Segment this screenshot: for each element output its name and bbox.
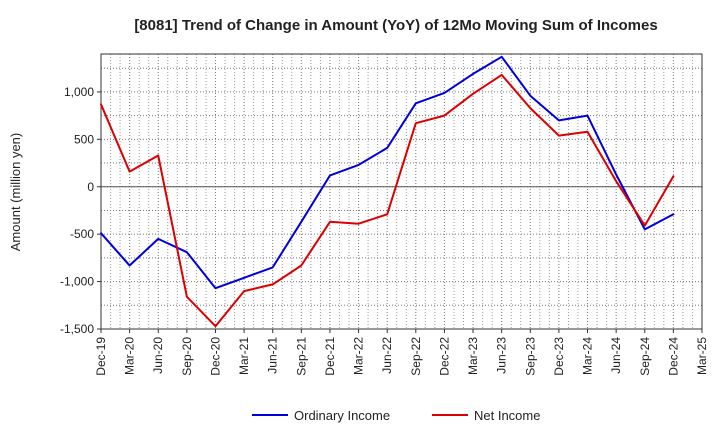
y-tick-label: 0	[87, 180, 94, 194]
x-tick-label: Dec-21	[323, 337, 337, 376]
legend: Ordinary Income Net Income	[252, 408, 540, 423]
x-tick-label: Dec-24	[666, 337, 680, 376]
chart-title: [8081] Trend of Change in Amount (YoY) o…	[134, 17, 657, 34]
x-tick-label: Jun-24	[609, 337, 623, 374]
x-tick-label: Mar-24	[581, 337, 595, 375]
x-tick-label: Mar-21	[237, 337, 251, 375]
x-tick-label: Mar-20	[123, 337, 137, 375]
x-tick-label: Jun-20	[151, 337, 165, 374]
x-tick-label: Mar-23	[466, 337, 480, 375]
y-axis-label: Amount (million yen)	[8, 133, 23, 252]
y-tick-label: -1,000	[60, 275, 94, 289]
series-lines	[100, 55, 675, 328]
x-tick-label: Dec-20	[208, 337, 222, 376]
x-tick-label: Sep-23	[523, 337, 537, 376]
x-axis-ticks: Dec-19 Mar-20 Jun-20 Sep-20 Dec-20 Mar-21 Jun-…	[94, 329, 709, 376]
legend-label: Ordinary Income	[294, 408, 390, 423]
y-tick-label: 1,000	[64, 85, 94, 99]
x-tick-label: Dec-22	[437, 337, 451, 376]
y-tick-label: 500	[74, 132, 94, 146]
plot-area	[100, 53, 703, 330]
x-tick-label: Mar-25	[695, 337, 709, 375]
x-tick-label: Jun-21	[266, 337, 280, 374]
y-tick-label: -1,500	[60, 322, 94, 336]
x-tick-label: Dec-23	[552, 337, 566, 376]
x-tick-label: Jun-23	[495, 337, 509, 374]
x-tick-label: Dec-19	[94, 337, 108, 376]
y-axis-ticks: -1,500 -1,000 -500 0 500 1,000	[60, 85, 101, 336]
x-tick-label: Jun-22	[380, 337, 394, 374]
x-tick-label: Mar-22	[352, 337, 366, 375]
series-line-net-income	[100, 73, 675, 328]
grid-lines	[100, 54, 703, 330]
x-tick-label: Sep-20	[180, 337, 194, 376]
x-tick-label: Sep-21	[294, 337, 308, 376]
x-tick-label: Sep-24	[638, 337, 652, 376]
y-tick-label: -500	[70, 227, 94, 241]
legend-label: Net Income	[474, 408, 540, 423]
x-tick-label: Sep-22	[409, 337, 423, 376]
series-line-ordinary-income	[100, 55, 675, 290]
